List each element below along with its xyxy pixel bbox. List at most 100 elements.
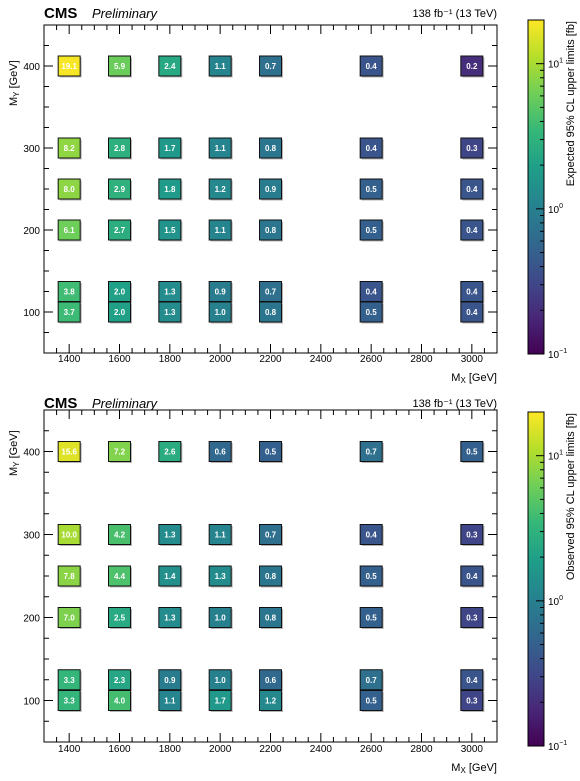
cms-label: CMS: [44, 5, 77, 22]
heatmap-cell: 2.6: [158, 441, 183, 463]
cell-value-label: 2.8: [114, 144, 126, 153]
cell-value-label: 4.2: [114, 531, 126, 540]
cell-value-label: 1.1: [164, 697, 176, 706]
heatmap-cell: 0.4: [460, 281, 485, 303]
heatmap-cell: 3.3: [57, 669, 82, 692]
cell-rect: [460, 301, 484, 323]
heatmap-cell: 1.8: [158, 178, 183, 201]
heatmap-cell: 0.9: [208, 281, 233, 303]
x-tick-label: 3000: [461, 744, 484, 755]
cell-rect: [359, 607, 383, 628]
cell-rect: [359, 55, 383, 77]
y-axis-title: MY [GeV]: [8, 60, 21, 106]
cell-value-label: 0.5: [366, 226, 378, 235]
x-tick-label: 2600: [360, 744, 383, 755]
y-tick-label: 100: [23, 697, 40, 708]
cell-value-label: 0.4: [466, 676, 478, 685]
y-tick-label: 400: [23, 62, 40, 73]
cell-value-label: 1.8: [164, 185, 176, 194]
cell-rect: [208, 607, 232, 628]
cell-value-label: 0.4: [466, 308, 478, 317]
cell-rect: [57, 669, 81, 691]
cell-value-label: 0.8: [265, 226, 277, 235]
cell-rect: [460, 565, 484, 587]
heatmap-cell: 8.2: [57, 137, 82, 160]
heatmap-cell: 1.1: [208, 219, 233, 242]
cell-value-label: 15.6: [61, 448, 77, 457]
cell-value-label: 3.3: [64, 697, 76, 706]
heatmap-cell: 15.6: [57, 441, 82, 463]
heatmap-cell: 0.4: [460, 178, 485, 201]
cell-value-label: 0.3: [466, 531, 478, 540]
cell-value-label: 0.4: [366, 288, 378, 297]
cell-value-label: 7.8: [64, 572, 76, 581]
cell-value-label: 0.5: [366, 308, 378, 317]
cell-value-label: 1.0: [215, 614, 227, 623]
y-tick-label: 200: [23, 614, 40, 625]
cell-value-label: 0.5: [466, 448, 478, 457]
heatmap-cell: 0.2: [460, 55, 485, 78]
cell-rect: [460, 55, 484, 77]
cell-rect: [208, 137, 232, 159]
cell-value-label: 7.0: [64, 614, 76, 623]
heatmap-cell: 1.3: [208, 565, 233, 588]
cell-rect: [359, 219, 383, 241]
cell-value-label: 2.4: [164, 62, 176, 71]
heatmap-cell: 0.4: [460, 301, 485, 324]
cell-rect: [158, 690, 182, 711]
cell-value-label: 2.0: [114, 288, 126, 297]
cell-value-label: 0.2: [466, 62, 478, 71]
cell-rect: [108, 137, 131, 159]
cell-rect: [158, 669, 182, 691]
y-tick-label: 300: [23, 531, 40, 542]
heatmap-cell: 1.2: [208, 178, 233, 201]
x-tick-label: 1400: [58, 354, 81, 365]
heatmap-cell: 0.6: [208, 441, 233, 463]
cell-value-label: 2.5: [114, 614, 126, 623]
cell-value-label: 0.8: [265, 572, 277, 581]
cell-rect: [259, 441, 282, 462]
x-tick-label: 2200: [259, 744, 282, 755]
cell-rect: [460, 137, 484, 159]
heatmap-cell: 1.7: [208, 690, 233, 712]
x-tick-label: 2400: [310, 744, 333, 755]
heatmap-cell: 0.6: [259, 669, 283, 692]
x-tick-label: 2000: [209, 744, 232, 755]
heatmap-cell: 0.3: [460, 524, 485, 546]
cell-rect: [460, 690, 484, 711]
heatmap-cell: 0.4: [359, 55, 384, 78]
cell-value-label: 0.9: [164, 676, 176, 685]
cell-rect: [158, 565, 182, 587]
cell-rect: [359, 441, 383, 462]
y-tick-label: 300: [23, 144, 40, 155]
heatmap-cell: 0.7: [259, 281, 283, 303]
cell-rect: [359, 669, 383, 691]
heatmap-cell: 0.7: [259, 524, 283, 546]
cell-value-label: 0.8: [265, 144, 277, 153]
chart-panel-2: CMS Preliminary 138 fb⁻¹ (13 TeV) 15.6 7.2 2.…: [8, 395, 577, 775]
cell-value-label: 4.4: [114, 572, 126, 581]
cell-value-label: 1.7: [215, 697, 227, 706]
cell-value-label: 0.6: [265, 676, 277, 685]
cell-rect: [359, 524, 383, 545]
cell-rect: [158, 178, 182, 200]
heatmap-cell: 0.8: [259, 607, 283, 629]
colorbar-tick-label: 10−1: [548, 740, 567, 753]
x-tick-label: 2000: [209, 354, 232, 365]
cell-value-label: 0.4: [466, 572, 478, 581]
heatmap-cell: 0.8: [259, 301, 283, 324]
colorbar-tick-label: 100: [548, 203, 563, 216]
cell-value-label: 10.0: [61, 531, 77, 540]
colorbar-tick-label: 100: [548, 595, 563, 608]
cell-value-label: 3.3: [64, 676, 76, 685]
heatmap-cell: 0.9: [158, 669, 183, 692]
heatmap-cell: 7.8: [57, 565, 82, 588]
cell-value-label: 1.5: [164, 226, 176, 235]
cell-value-label: 0.9: [265, 185, 277, 194]
cell-value-label: 1.1: [215, 62, 227, 71]
cell-rect: [359, 565, 383, 587]
cell-rect: [259, 301, 282, 323]
cell-value-label: 1.1: [215, 226, 227, 235]
cell-rect: [57, 137, 81, 159]
cell-value-label: 1.3: [164, 531, 176, 540]
